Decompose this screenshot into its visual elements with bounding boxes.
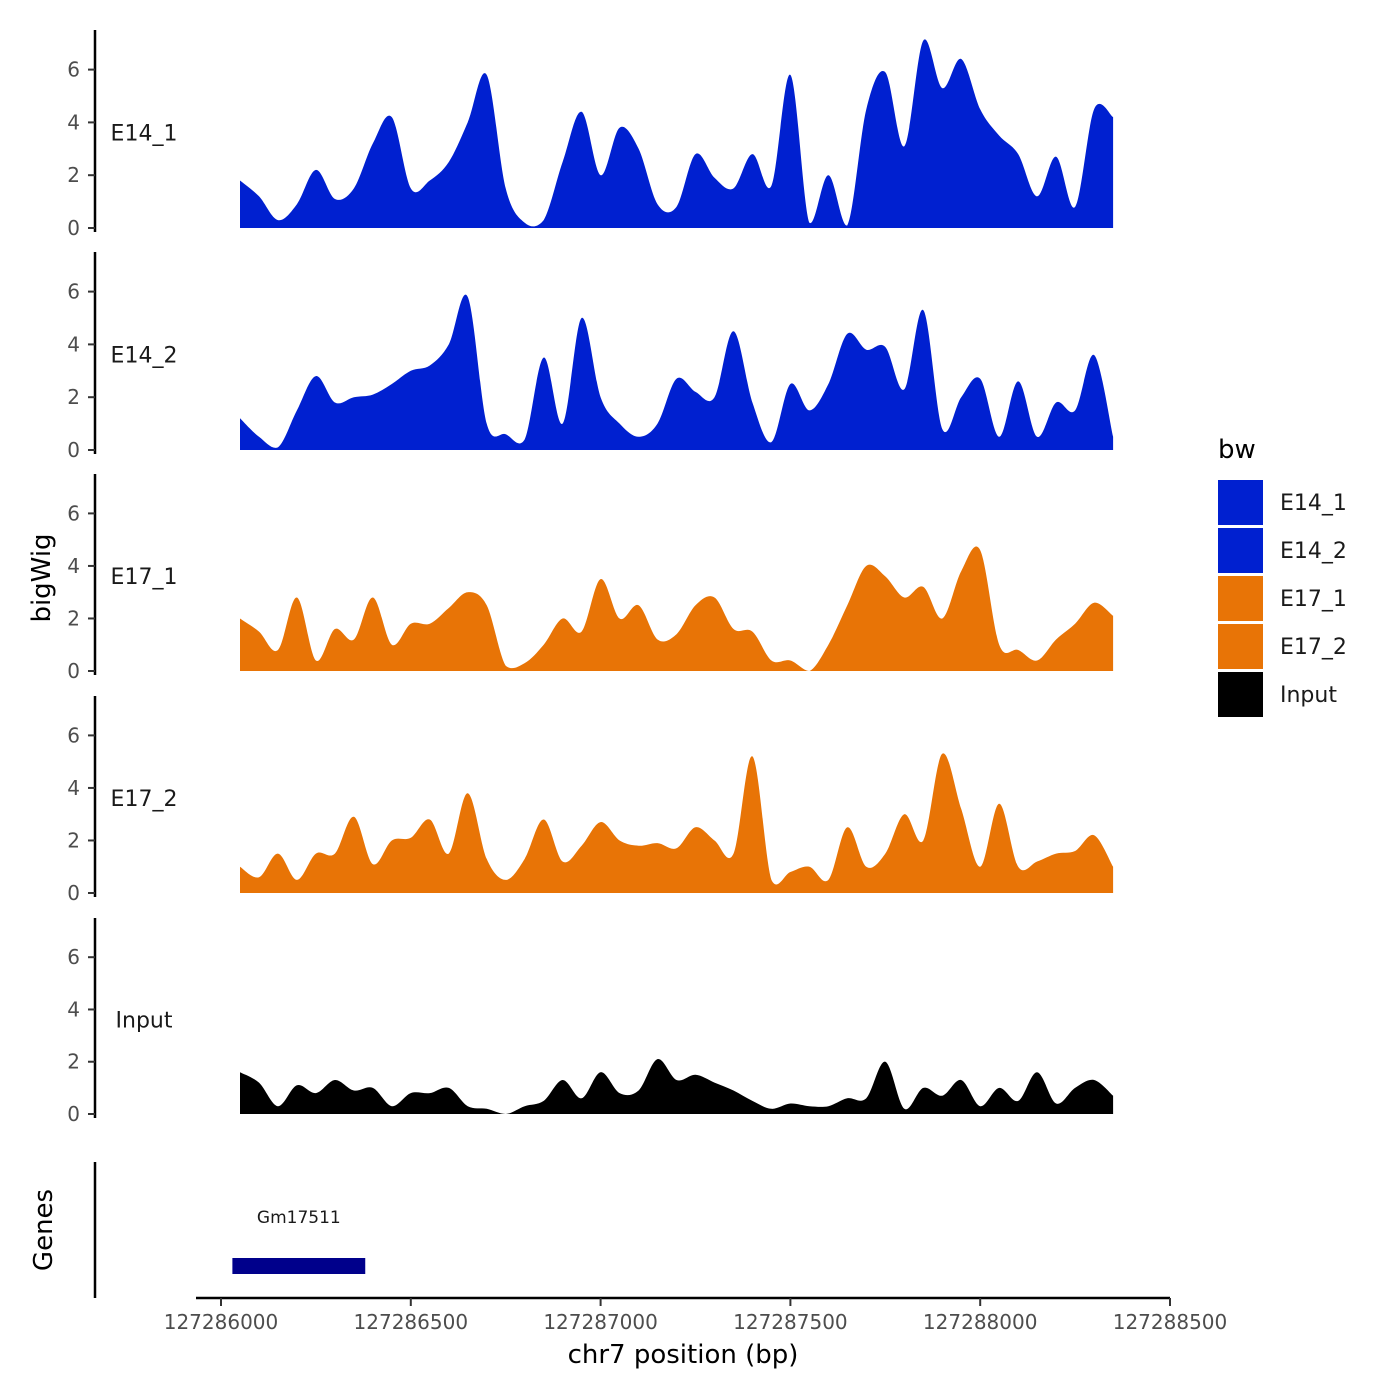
y-tick-label: 0 (67, 438, 80, 462)
legend-entry-label: E17_1 (1280, 587, 1347, 612)
coverage-area-E14_2 (240, 294, 1114, 450)
y-tick-label: 0 (67, 216, 80, 240)
y-tick-label: 2 (67, 163, 80, 187)
track-E17_1: 0 2 4 6 E17_1 (67, 474, 1114, 683)
x-axis-title: chr7 position (bp) (568, 1340, 799, 1370)
track-E14_1: 0 2 4 6 E14_1 (67, 30, 1114, 240)
y-tick-label: 6 (67, 723, 80, 747)
y-tick-label: 6 (67, 280, 80, 304)
x-axis: 127286000 127286500 127287000 127287500 1272… (164, 1296, 1228, 1334)
track-E14_2: 0 2 4 6 E14_2 (67, 252, 1114, 462)
coverage-tracks: 0 2 4 6 E14_1 0 2 4 6 E14_2 0 2 4 6 E17_1 0 2 4 6 E17_2 0 2 4 6… (67, 30, 1114, 1126)
legend-title: bw (1218, 435, 1256, 465)
genes-panel: Genes Gm17511 (29, 1162, 366, 1298)
legend-entry-label: E14_1 (1280, 491, 1347, 516)
legend-swatch (1218, 672, 1263, 717)
legend-swatch (1218, 528, 1263, 573)
legend-entry-label: Input (1280, 683, 1337, 708)
genes-axis-title: Genes (29, 1189, 59, 1271)
x-tick-label: 127287500 (733, 1310, 848, 1334)
coverage-area-E17_2 (240, 753, 1114, 893)
legend-swatch (1218, 480, 1263, 525)
x-tick-label: 127286500 (354, 1310, 469, 1334)
track-label: E17_2 (111, 787, 178, 812)
y-tick-label: 0 (67, 659, 80, 683)
y-axis-title: bigWig (27, 533, 57, 622)
coverage-area-Input (240, 1058, 1114, 1114)
y-tick-label: 0 (67, 1102, 80, 1126)
x-tick-label: 127286000 (164, 1310, 279, 1334)
track-label: E14_1 (111, 121, 178, 146)
gene-marks: Gm17511 (232, 1208, 366, 1274)
coverage-area-E14_1 (240, 39, 1114, 229)
y-tick-label: 6 (67, 58, 80, 82)
y-tick-label: 4 (67, 332, 80, 356)
y-tick-label: 4 (67, 776, 80, 800)
track-label: E14_2 (111, 343, 178, 368)
y-tick-label: 4 (67, 997, 80, 1021)
y-tick-label: 2 (67, 606, 80, 630)
gene-label: Gm17511 (257, 1208, 341, 1228)
x-tick-label: 127288000 (923, 1310, 1038, 1334)
x-tick-label: 127288500 (1113, 1310, 1228, 1334)
y-tick-label: 4 (67, 110, 80, 134)
coverage-area-E17_1 (240, 546, 1114, 671)
y-tick-label: 6 (67, 501, 80, 525)
y-tick-label: 6 (67, 945, 80, 969)
legend-swatch (1218, 624, 1263, 669)
gene-bar (232, 1258, 366, 1274)
track-label: Input (116, 1008, 173, 1033)
legend: bw E14_1 E14_2 E17_1 E17_2 Input (1218, 435, 1347, 717)
track-E17_2: 0 2 4 6 E17_2 (67, 696, 1114, 905)
y-tick-label: 2 (67, 828, 80, 852)
legend-entry-label: E14_2 (1280, 539, 1347, 564)
y-tick-label: 2 (67, 385, 80, 409)
x-tick-label: 127287000 (543, 1310, 658, 1334)
y-tick-label: 4 (67, 554, 80, 578)
y-tick-label: 2 (67, 1050, 80, 1074)
legend-entry-label: E17_2 (1280, 635, 1347, 660)
y-tick-label: 0 (67, 881, 80, 905)
track-label: E17_1 (111, 565, 178, 590)
track-Input: 0 2 4 6 Input (67, 918, 1114, 1126)
legend-swatch (1218, 576, 1263, 621)
